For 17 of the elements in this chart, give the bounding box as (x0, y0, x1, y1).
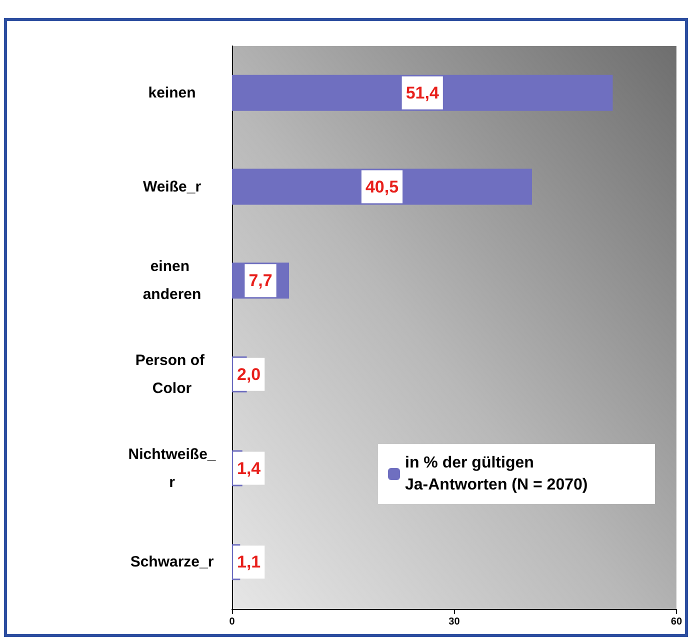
y-tick-label: Weiße_r (142, 178, 202, 196)
y-tick-label: Person of Color (135, 352, 209, 397)
data-label: 2,0 (237, 364, 261, 384)
legend-label: in % der gültigen Ja-Antworten (N = 2070) (405, 454, 588, 494)
x-tick-label: 60 (670, 616, 682, 628)
y-tick-label: Schwarze_r (130, 554, 214, 571)
x-tick-label: 30 (448, 616, 460, 628)
y-tick-label: keinen (148, 84, 196, 102)
data-label: 1,4 (237, 458, 262, 478)
bar (232, 74, 613, 111)
data-label: 40,5 (365, 177, 399, 196)
data-label: 51,4 (406, 83, 440, 102)
data-label: 1,1 (237, 552, 261, 572)
x-tick-label: 0 (229, 616, 236, 628)
y-tick-label: Nichtweiße_r (128, 446, 216, 491)
data-label: 7,7 (248, 271, 272, 290)
y-tick-label: einen anderen (142, 258, 202, 304)
